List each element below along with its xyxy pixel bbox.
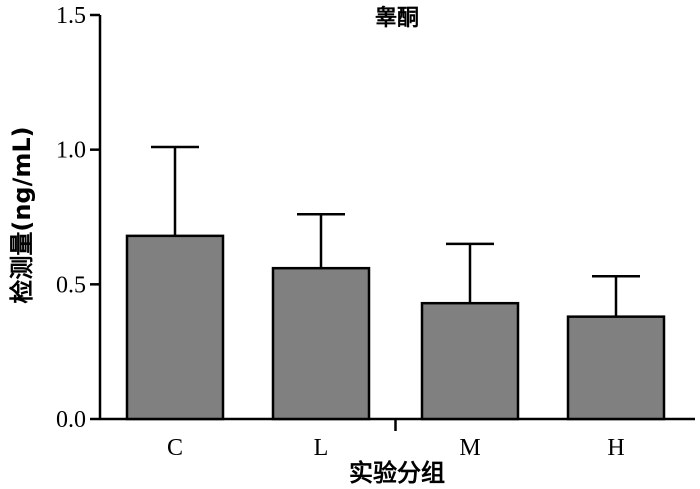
bars [125, 234, 666, 421]
bar-L [271, 266, 371, 421]
y-tick-label: 0.5 [56, 272, 86, 298]
chart-title: 睾酮 [375, 5, 419, 31]
x-tick-label: M [459, 435, 480, 461]
y-tick-label: 1.5 [56, 3, 86, 29]
x-tick-label: H [607, 435, 624, 461]
y-tick-label: 0.0 [56, 407, 86, 433]
bar-C [125, 234, 225, 421]
y-axis-title: 检测量(ng/mL) [8, 126, 36, 303]
error-bars [151, 145, 640, 317]
x-tick-label: L [314, 435, 329, 461]
bar-M [420, 301, 520, 421]
x-tick-label: C [167, 435, 183, 461]
x-axis-title: 实验分组 [349, 459, 445, 487]
y-axis: 0.0 0.5 1.0 1.5 [56, 3, 102, 433]
bar-H [566, 315, 666, 421]
y-tick-label: 1.0 [56, 138, 86, 164]
